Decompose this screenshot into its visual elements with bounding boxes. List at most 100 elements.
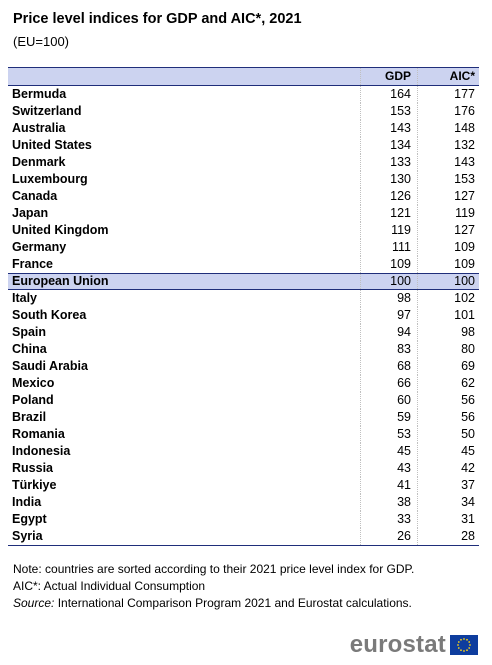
table-body: Bermuda 164 177 Switzerland 153 176 Australia 1… xyxy=(8,86,479,546)
table-row: Spain 94 98 xyxy=(8,324,479,341)
cell-aic: 143 xyxy=(417,154,479,171)
cell-aic: 127 xyxy=(417,188,479,205)
cell-name: Romania xyxy=(12,427,65,441)
cell-name: Canada xyxy=(12,189,58,203)
cell-name: Poland xyxy=(12,393,54,407)
cell-name: Brazil xyxy=(12,410,47,424)
eu-flag-stars xyxy=(450,635,478,655)
cell-gdp: 109 xyxy=(360,256,417,273)
cell-aic: 127 xyxy=(417,222,479,239)
cell-aic: 102 xyxy=(417,290,479,307)
cell-name: Denmark xyxy=(12,155,66,169)
cell-aic: 42 xyxy=(417,460,479,477)
table-row: Egypt 33 31 xyxy=(8,511,479,528)
cell-aic: 28 xyxy=(417,528,479,545)
cell-aic: 31 xyxy=(417,511,479,528)
cell-gdp: 97 xyxy=(360,307,417,324)
eurostat-logo: eurostat xyxy=(350,631,478,659)
table-row: Brazil 59 56 xyxy=(8,409,479,426)
data-table: GDP AIC* Bermuda 164 177 Switzerland 153 176 A… xyxy=(8,67,479,546)
cell-name: Luxembourg xyxy=(12,172,88,186)
table-row: Mexico 66 62 xyxy=(8,375,479,392)
table-row: Japan 121 119 xyxy=(8,205,479,222)
cell-name: Germany xyxy=(12,240,67,254)
cell-name: France xyxy=(12,257,53,271)
cell-gdp: 94 xyxy=(360,324,417,341)
note-sorting: Note: countries are sorted according to … xyxy=(13,562,415,576)
table-row: South Korea 97 101 xyxy=(8,307,479,324)
page-subtitle: (EU=100) xyxy=(13,34,69,49)
cell-name: India xyxy=(12,495,42,509)
cell-name: Switzerland xyxy=(12,104,82,118)
cell-aic: 100 xyxy=(417,274,479,289)
cell-aic: 176 xyxy=(417,103,479,120)
table-row: Poland 60 56 xyxy=(8,392,479,409)
cell-aic: 56 xyxy=(417,392,479,409)
table-row: Australia 143 148 xyxy=(8,120,479,137)
cell-name: United Kingdom xyxy=(12,223,109,237)
source-text: International Comparison Program 2021 an… xyxy=(54,596,412,610)
cell-gdp: 98 xyxy=(360,290,417,307)
cell-gdp: 121 xyxy=(360,205,417,222)
cell-name: Türkiye xyxy=(12,478,57,492)
table-row: France 109 109 xyxy=(8,256,479,273)
header-gdp: GDP xyxy=(360,68,417,85)
logo-text: eurostat xyxy=(349,631,446,658)
cell-gdp: 38 xyxy=(360,494,417,511)
cell-gdp: 59 xyxy=(360,409,417,426)
cell-name: Russia xyxy=(12,461,53,475)
cell-name: European Union xyxy=(12,274,109,288)
table-row: Russia 43 42 xyxy=(8,460,479,477)
note-source: Source: International Comparison Program… xyxy=(13,595,414,612)
table-row: European Union 100 100 xyxy=(8,273,479,290)
notes: Note: countries are sorted according to … xyxy=(13,561,414,612)
table-row: United Kingdom 119 127 xyxy=(8,222,479,239)
cell-gdp: 143 xyxy=(360,120,417,137)
cell-gdp: 43 xyxy=(360,460,417,477)
table-row: Syria 26 28 xyxy=(8,528,479,546)
table-row: Saudi Arabia 68 69 xyxy=(8,358,479,375)
cell-gdp: 60 xyxy=(360,392,417,409)
cell-name: Syria xyxy=(12,529,43,543)
cell-aic: 45 xyxy=(417,443,479,460)
table-row: Switzerland 153 176 xyxy=(8,103,479,120)
cell-name: Italy xyxy=(12,291,38,305)
cell-gdp: 134 xyxy=(360,137,417,154)
table-row: China 83 80 xyxy=(8,341,479,358)
cell-name: United States xyxy=(12,138,92,152)
cell-gdp: 26 xyxy=(360,528,417,545)
cell-aic: 69 xyxy=(417,358,479,375)
cell-gdp: 119 xyxy=(360,222,417,239)
table-row: Luxembourg 130 153 xyxy=(8,171,479,188)
cell-aic: 148 xyxy=(417,120,479,137)
cell-gdp: 53 xyxy=(360,426,417,443)
cell-name: Egypt xyxy=(12,512,47,526)
table-row: United States 134 132 xyxy=(8,137,479,154)
cell-aic: 109 xyxy=(417,239,479,256)
cell-gdp: 153 xyxy=(360,103,417,120)
cell-name: Australia xyxy=(12,121,66,135)
cell-name: South Korea xyxy=(12,308,87,322)
note-aic: AIC*: Actual Individual Consumption xyxy=(13,579,206,593)
cell-gdp: 41 xyxy=(360,477,417,494)
cell-aic: 62 xyxy=(417,375,479,392)
source-label: Source: xyxy=(13,596,55,610)
cell-aic: 101 xyxy=(417,307,479,324)
table-header: GDP AIC* xyxy=(8,67,479,86)
cell-aic: 132 xyxy=(417,137,479,154)
cell-aic: 50 xyxy=(417,426,479,443)
cell-aic: 98 xyxy=(417,324,479,341)
table-row: Romania 53 50 xyxy=(8,426,479,443)
cell-aic: 80 xyxy=(417,341,479,358)
cell-aic: 34 xyxy=(417,494,479,511)
cell-gdp: 164 xyxy=(360,86,417,103)
table-row: Canada 126 127 xyxy=(8,188,479,205)
cell-gdp: 133 xyxy=(360,154,417,171)
header-country xyxy=(8,68,360,85)
cell-name: China xyxy=(12,342,47,356)
cell-aic: 119 xyxy=(417,205,479,222)
table-row: Denmark 133 143 xyxy=(8,154,479,171)
cell-gdp: 66 xyxy=(360,375,417,392)
cell-aic: 56 xyxy=(417,409,479,426)
table-row: Italy 98 102 xyxy=(8,290,479,307)
